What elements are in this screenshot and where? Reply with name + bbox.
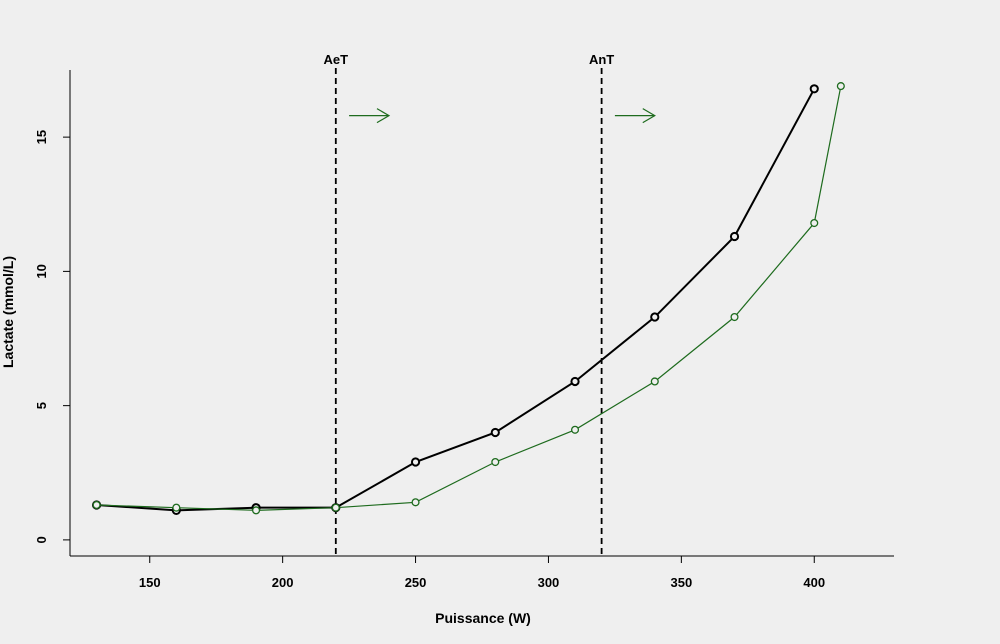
- x-tick-label: 350: [671, 575, 693, 590]
- arrow-right-icon: [614, 108, 656, 124]
- data-point: [570, 376, 580, 387]
- data-point: [650, 377, 659, 386]
- data-point: [810, 218, 819, 228]
- data-point: [410, 457, 421, 467]
- arrow-right-icon: [349, 108, 391, 124]
- data-point: [729, 231, 740, 242]
- data-point: [92, 500, 101, 510]
- data-point: [650, 312, 660, 322]
- arrow-head: [376, 108, 391, 124]
- data-point: [809, 84, 819, 94]
- x-axis-title: Puissance (W): [435, 610, 531, 626]
- data-point: [411, 498, 420, 507]
- series-2: [92, 82, 845, 515]
- y-axis-title: Lactate (mmol/L): [0, 256, 16, 368]
- threshold-label: AnT: [589, 52, 614, 67]
- y-tick-label: 15: [34, 130, 49, 144]
- threshold-label: AeT: [324, 52, 349, 67]
- data-point: [570, 425, 580, 434]
- x-tick-label: 250: [405, 575, 427, 590]
- series-line: [96, 88, 816, 512]
- series-group: [91, 82, 845, 515]
- arrows: [349, 108, 656, 124]
- x-tick-label: 150: [139, 575, 161, 590]
- data-point: [491, 457, 500, 467]
- data-point: [836, 82, 845, 91]
- y-tick-label: 5: [34, 402, 49, 409]
- y-tick-label: 0: [34, 536, 49, 543]
- series-1: [91, 84, 819, 515]
- axes: 150 200 250 300 350 400 0 5 10 15: [34, 70, 894, 590]
- data-point: [730, 312, 739, 322]
- data-point: [331, 503, 340, 512]
- x-tick-label: 400: [803, 575, 825, 590]
- threshold-lines: AeT AnT: [324, 52, 614, 556]
- data-point: [252, 506, 261, 515]
- x-tick-label: 200: [272, 575, 294, 590]
- x-tick-label: 300: [538, 575, 560, 590]
- data-point: [172, 503, 181, 512]
- y-tick-label: 10: [34, 264, 49, 278]
- series-line: [96, 85, 842, 511]
- arrow-head: [642, 108, 656, 124]
- data-point: [490, 427, 500, 438]
